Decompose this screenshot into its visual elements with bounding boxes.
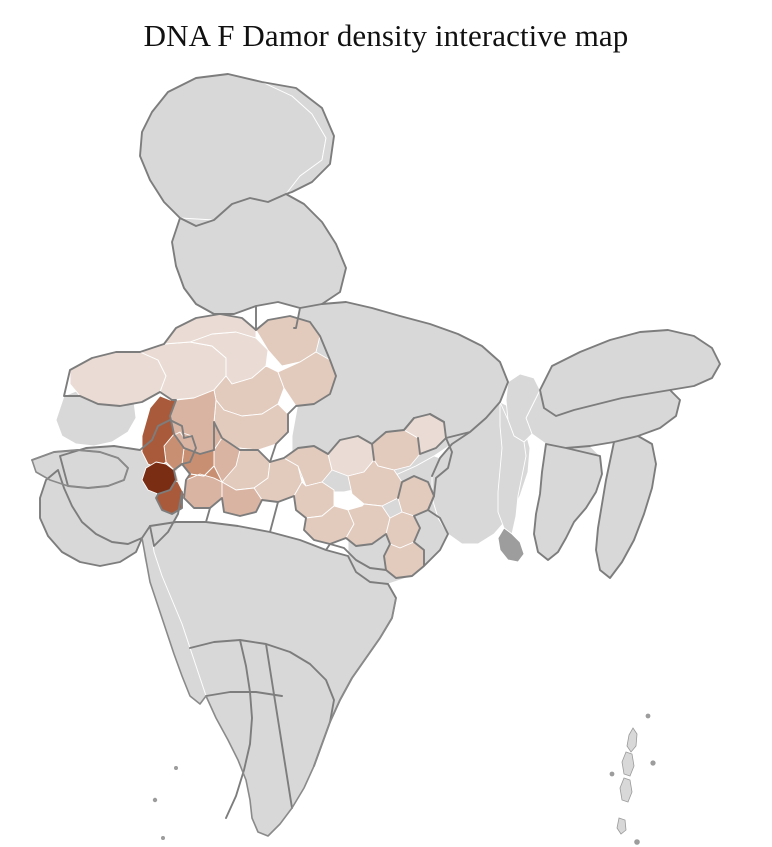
island-lakshadweep-c[interactable] <box>160 836 165 841</box>
india-choropleth-map[interactable] <box>0 52 772 847</box>
state-border-chhattisgarh-odisha <box>385 475 449 579</box>
island-car-nicobar[interactable] <box>634 839 640 845</box>
region-sundarbans[interactable] <box>497 527 525 563</box>
coastline-west <box>31 449 129 489</box>
state-border-northeast <box>533 329 721 579</box>
choropleth-data-layer[interactable] <box>69 313 447 579</box>
state-borders-layer <box>31 73 721 819</box>
page-title: DNA F Damor density interactive map <box>143 18 629 53</box>
state-border-rajasthan <box>63 313 337 463</box>
island-lakshadweep-b[interactable] <box>173 766 178 771</box>
island-speck-a[interactable] <box>645 713 651 719</box>
state-border-karnataka-kerala-tn <box>189 639 335 819</box>
island-middle-andaman[interactable] <box>621 751 635 777</box>
island-speck-c[interactable] <box>609 771 615 777</box>
map-svg[interactable] <box>0 52 772 847</box>
island-lakshadweep-a[interactable] <box>152 797 158 803</box>
state-border-up-bihar-bengal <box>299 301 509 477</box>
region-sikkim-north-bengal[interactable] <box>505 373 541 443</box>
coastline-peninsula <box>141 537 397 837</box>
state-border-madhya-pradesh <box>173 413 453 571</box>
region-west-bengal-corridor[interactable] <box>497 401 527 535</box>
state-border-maharashtra <box>149 501 397 767</box>
island-speck-b[interactable] <box>650 760 656 766</box>
district-ratlam[interactable] <box>185 465 223 483</box>
coastline-layer <box>31 449 397 837</box>
islands-layer <box>152 713 656 845</box>
island-little-andaman[interactable] <box>616 817 627 835</box>
island-north-andaman[interactable] <box>626 727 638 753</box>
island-south-andaman[interactable] <box>619 777 633 803</box>
state-border-north-india <box>139 73 347 331</box>
